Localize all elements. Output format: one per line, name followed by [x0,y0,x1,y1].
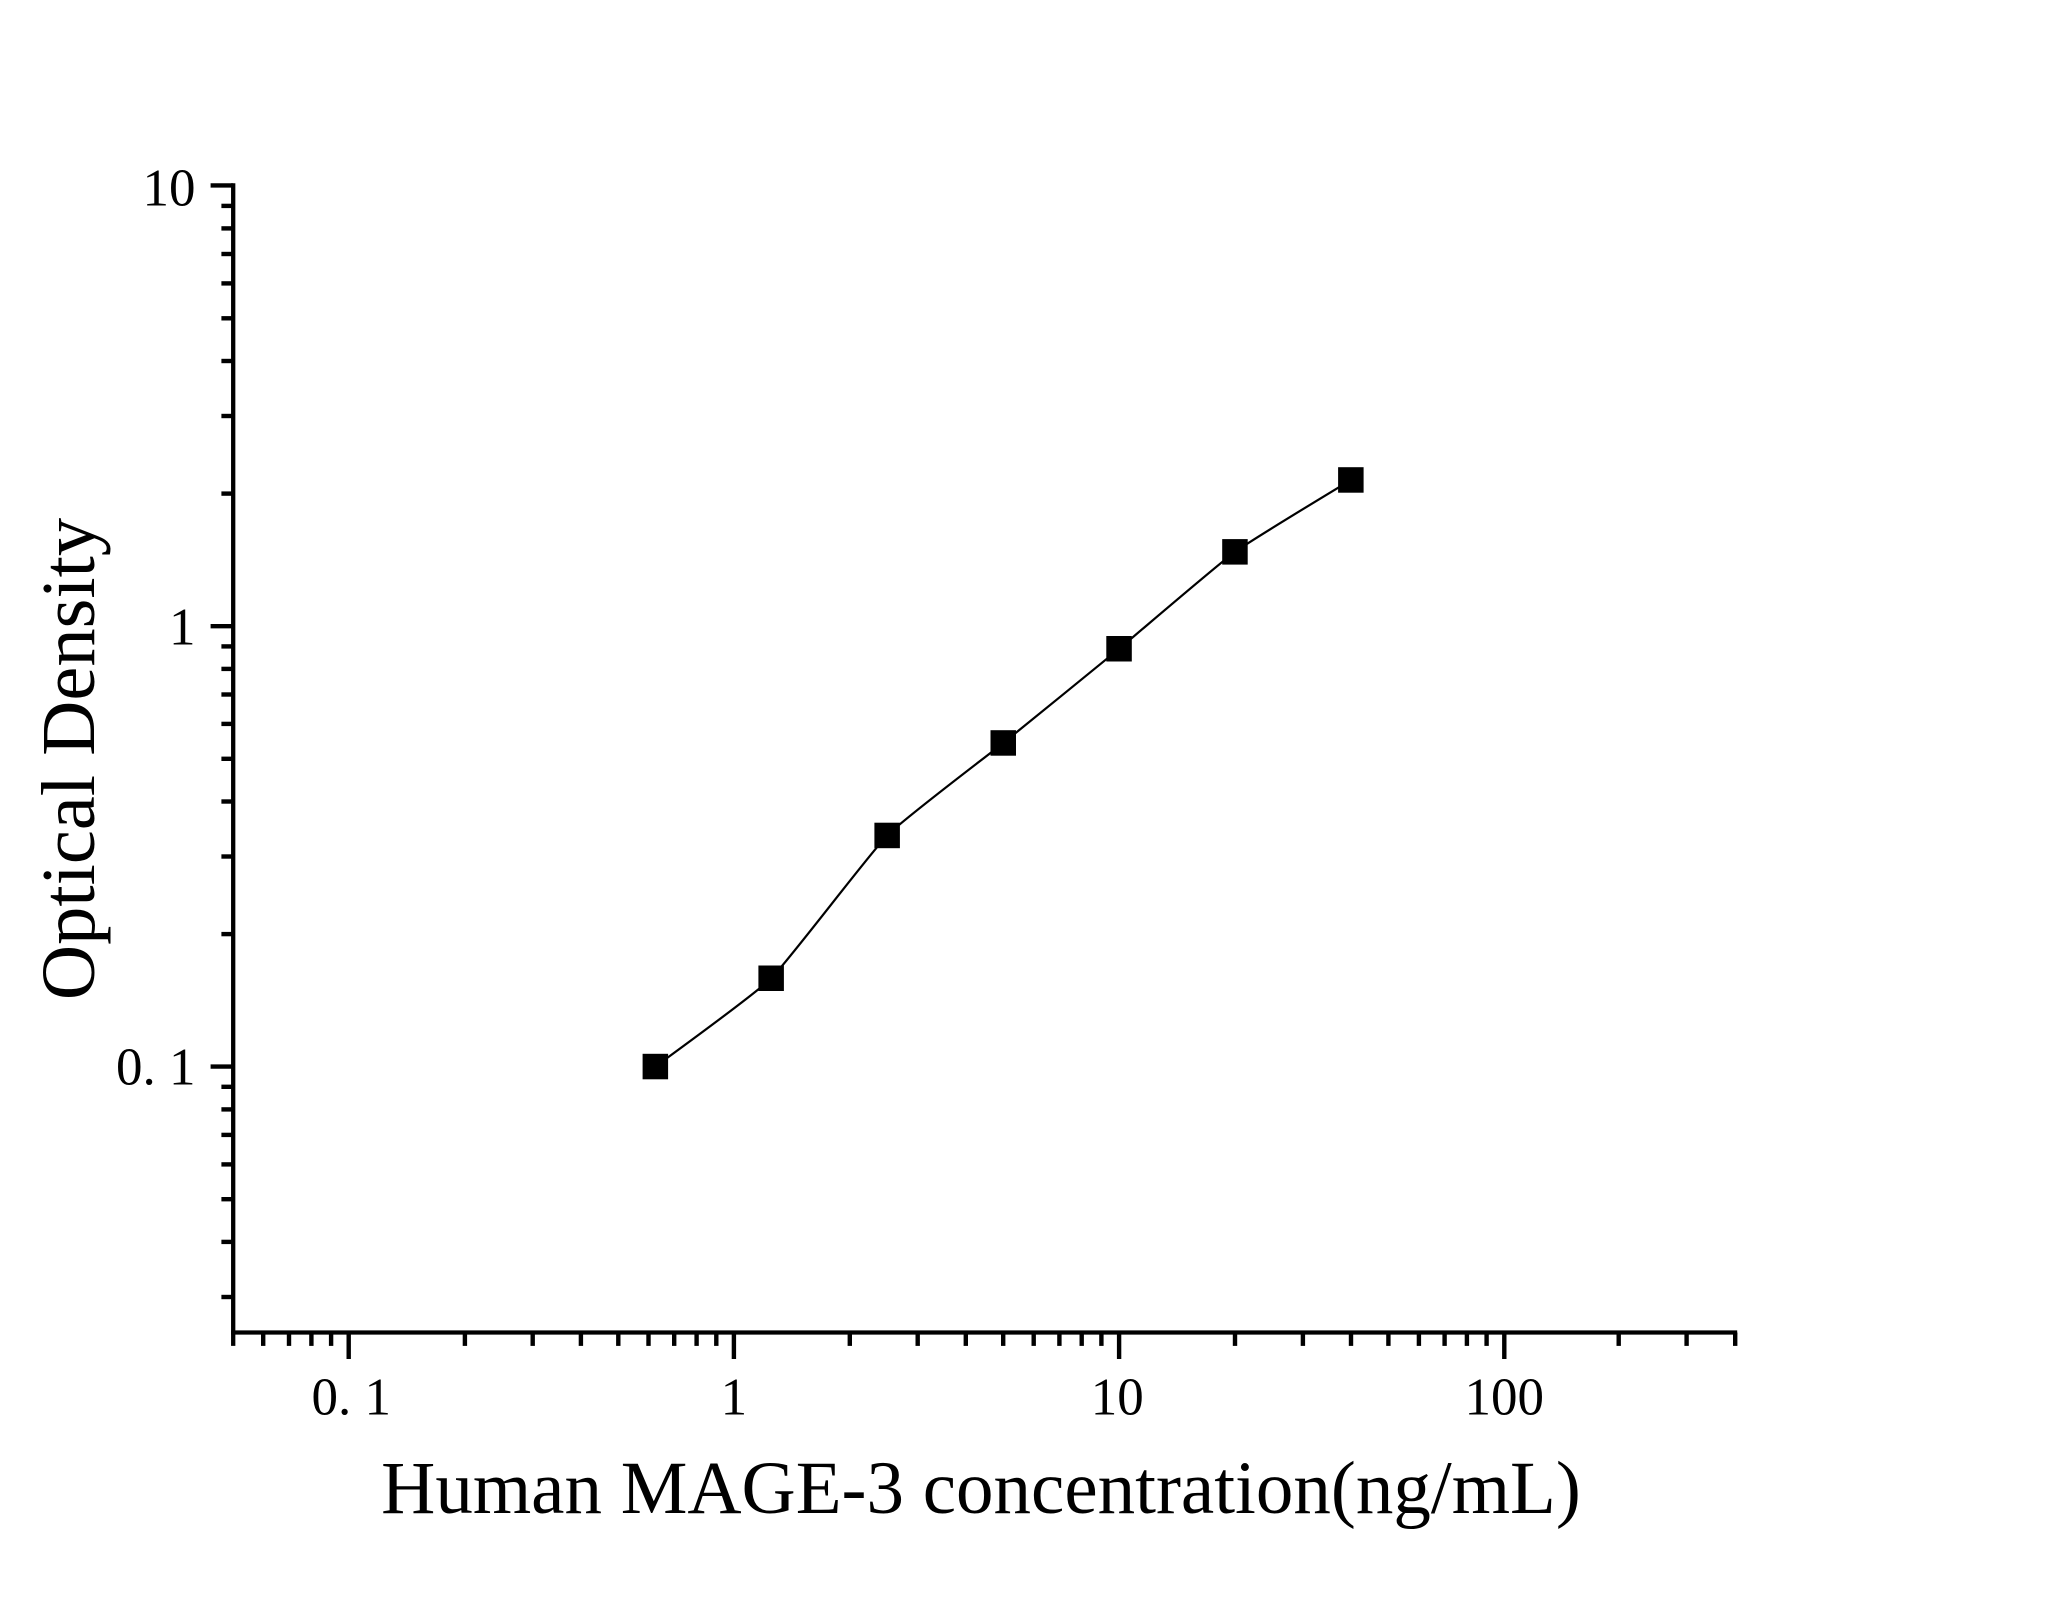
svg-text:0. 1: 0. 1 [311,1368,391,1426]
svg-text:1: 1 [169,599,196,657]
svg-text:10: 10 [1091,1368,1144,1426]
svg-text:100: 100 [1465,1368,1545,1426]
svg-text:10: 10 [143,160,196,218]
svg-text:Optical Density: Optical Density [26,518,111,1000]
svg-text:1: 1 [721,1368,748,1426]
svg-text:0. 1: 0. 1 [116,1039,196,1097]
svg-text:Human MAGE-3 concentration(ng/: Human MAGE-3 concentration(ng/mL) [381,1447,1581,1530]
